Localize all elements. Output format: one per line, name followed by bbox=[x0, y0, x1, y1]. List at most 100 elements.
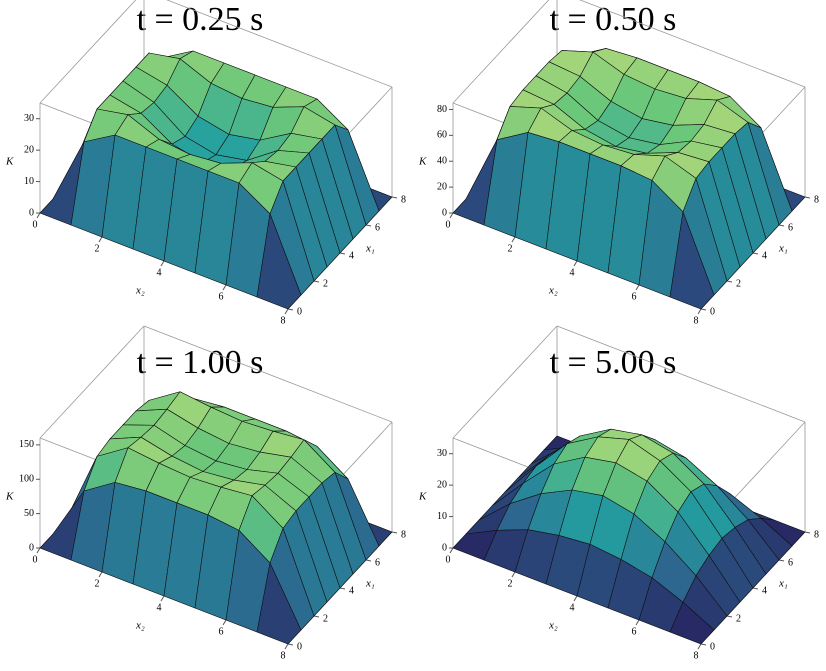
z-tick-label: 10 bbox=[437, 511, 447, 522]
panel-title: t = 5.00 s bbox=[550, 344, 677, 381]
x1-tick bbox=[700, 643, 707, 646]
x2-tick-label: 2 bbox=[508, 243, 513, 254]
z-tick-label: 80 bbox=[437, 104, 447, 115]
x1-tick bbox=[778, 224, 785, 227]
x1-tick bbox=[752, 252, 759, 255]
x1-tick bbox=[726, 280, 733, 283]
z-axis-label: K bbox=[418, 156, 427, 168]
x2-tick-label: 2 bbox=[95, 578, 100, 589]
x2-tick bbox=[511, 236, 516, 243]
x1-axis-label: x₁ bbox=[778, 578, 788, 590]
x1-tick bbox=[365, 224, 372, 227]
x1-tick bbox=[287, 643, 294, 646]
x2-tick bbox=[222, 619, 227, 626]
x1-tick-label: 4 bbox=[762, 585, 767, 596]
x1-tick bbox=[804, 531, 811, 534]
z-axis-label: K bbox=[418, 491, 427, 503]
x1-tick-label: 6 bbox=[788, 557, 793, 568]
panel-title: t = 1.00 s bbox=[137, 344, 264, 381]
z-tick-label: 0 bbox=[442, 542, 447, 553]
x2-tick bbox=[573, 260, 578, 267]
box-edge bbox=[452, 325, 558, 439]
x1-tick bbox=[313, 280, 320, 283]
z-axis-label: K bbox=[5, 491, 14, 503]
x2-tick bbox=[160, 595, 165, 602]
x1-tick bbox=[778, 559, 785, 562]
surface-patch bbox=[256, 213, 302, 310]
box-edge bbox=[452, 0, 550, 104]
x1-tick-label: 8 bbox=[401, 529, 406, 540]
x2-tick-label: 6 bbox=[632, 626, 637, 637]
x1-tick bbox=[726, 615, 733, 618]
x2-tick-label: 0 bbox=[446, 219, 451, 230]
panel: t = 0.25 s 0 10 20 30 K 0 2 4 6 8 x₂ 0 2 4 6 8 x₁ bbox=[5, 0, 406, 326]
x1-tick bbox=[313, 615, 320, 618]
x1-tick bbox=[752, 587, 759, 590]
x1-tick-label: 2 bbox=[736, 613, 741, 624]
x1-tick-label: 0 bbox=[710, 306, 715, 317]
panel: t = 0.50 s 0 20 40 60 80 K 0 2 4 6 8 x₂ 0 2 4 6 8 x₁ bbox=[418, 0, 819, 326]
x2-tick bbox=[36, 212, 41, 219]
surface-patch bbox=[669, 601, 715, 645]
x2-tick bbox=[284, 643, 289, 650]
surface-patch bbox=[669, 211, 715, 310]
x1-tick-label: 8 bbox=[401, 194, 406, 205]
z-tick-label: 20 bbox=[437, 181, 447, 192]
x2-tick-label: 4 bbox=[570, 602, 575, 613]
z-tick-label: 30 bbox=[24, 113, 34, 124]
z-tick-label: 20 bbox=[24, 144, 34, 155]
surface-patch bbox=[256, 562, 302, 645]
x1-tick bbox=[365, 559, 372, 562]
x2-tick bbox=[160, 260, 165, 267]
z-tick-label: 40 bbox=[437, 156, 447, 167]
x2-tick-label: 4 bbox=[157, 602, 162, 613]
x1-tick-label: 2 bbox=[323, 613, 328, 624]
x1-tick bbox=[339, 587, 346, 590]
x1-tick-label: 0 bbox=[297, 641, 302, 652]
x2-tick bbox=[697, 308, 702, 315]
x2-tick bbox=[98, 571, 103, 578]
z-tick-label: 100 bbox=[19, 474, 34, 485]
box-edge bbox=[143, 325, 393, 423]
box-edge bbox=[39, 325, 145, 439]
x2-tick bbox=[697, 643, 702, 650]
x2-tick-label: 0 bbox=[446, 554, 451, 565]
x2-tick-label: 6 bbox=[219, 291, 224, 302]
x1-tick bbox=[287, 308, 294, 311]
box-edge bbox=[166, 0, 393, 88]
x2-tick bbox=[511, 571, 516, 578]
x2-tick bbox=[98, 236, 103, 243]
z-tick-label: 0 bbox=[29, 207, 34, 218]
x2-tick bbox=[222, 284, 227, 291]
x2-tick-label: 2 bbox=[508, 578, 513, 589]
x1-tick bbox=[804, 196, 811, 199]
x2-tick bbox=[449, 212, 454, 219]
panel: t = 1.00 s 0 50 100 150 K 0 2 4 6 8 x₂ 0 2 4 6 8 x₁ bbox=[5, 325, 406, 661]
x2-tick bbox=[284, 308, 289, 315]
z-tick-label: 150 bbox=[19, 439, 34, 450]
x1-tick-label: 2 bbox=[323, 278, 328, 289]
z-tick-label: 20 bbox=[437, 479, 447, 490]
x1-tick-label: 6 bbox=[375, 557, 380, 568]
x2-tick bbox=[573, 595, 578, 602]
box-edge bbox=[556, 325, 806, 423]
x2-tick bbox=[449, 547, 454, 554]
x1-tick bbox=[391, 196, 398, 199]
x1-tick bbox=[700, 308, 707, 311]
z-axis-label: K bbox=[5, 156, 14, 168]
box-edge bbox=[39, 0, 137, 104]
panel-title: t = 0.50 s bbox=[550, 1, 677, 38]
x1-axis-label: x₁ bbox=[365, 578, 375, 590]
x1-tick-label: 4 bbox=[349, 250, 354, 261]
x1-tick bbox=[339, 252, 346, 255]
x1-tick-label: 4 bbox=[762, 250, 767, 261]
x2-tick-label: 2 bbox=[95, 243, 100, 254]
box-edge bbox=[579, 0, 806, 88]
panel: t = 5.00 s 0 10 20 30 K 0 2 4 6 8 x₂ 0 2 4 6 8 x₁ bbox=[418, 325, 819, 661]
x2-tick-label: 4 bbox=[570, 267, 575, 278]
x2-axis-label: x₂ bbox=[135, 285, 145, 297]
x1-tick-label: 8 bbox=[814, 529, 819, 540]
x1-tick-label: 0 bbox=[297, 306, 302, 317]
x2-tick-label: 8 bbox=[694, 315, 699, 326]
